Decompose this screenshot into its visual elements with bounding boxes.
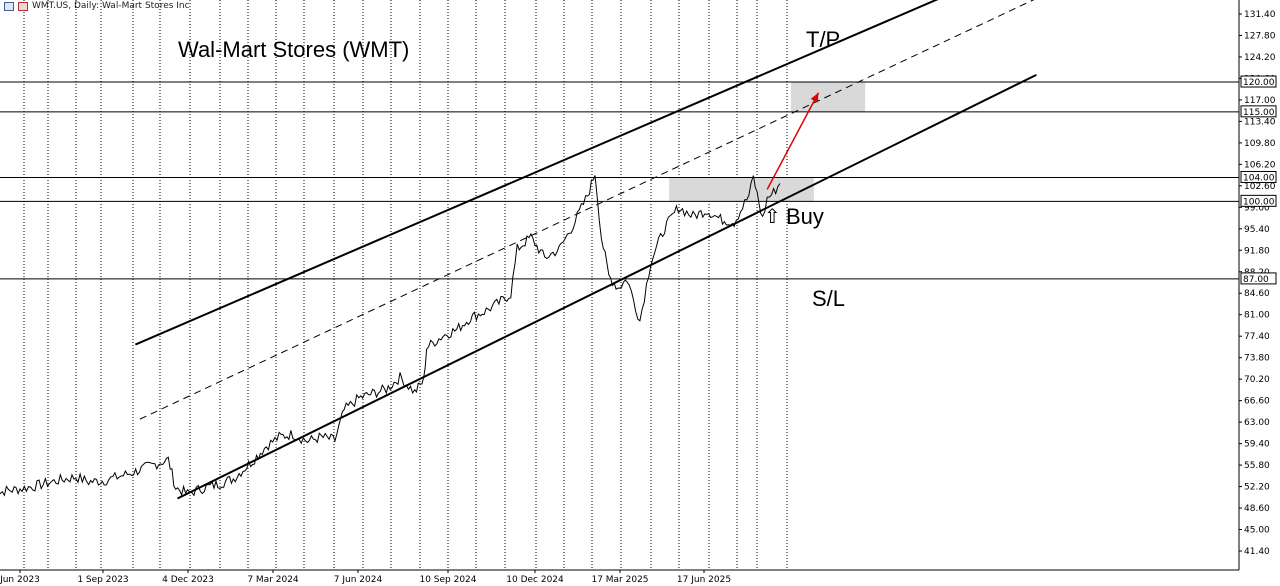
y-tick-label: 109.80 — [1244, 139, 1276, 149]
buy-label: Buy — [786, 204, 824, 229]
take-profit-label: T/P — [806, 27, 841, 52]
price-tag-label: 115.00 — [1243, 108, 1275, 118]
y-tick-label: 124.20 — [1244, 53, 1276, 63]
price-zone — [669, 177, 814, 202]
symbol-flag-icon — [18, 1, 28, 11]
buy-arrow-icon: ⇧ — [764, 204, 781, 228]
y-tick-label: 48.60 — [1244, 504, 1270, 514]
y-tick-label: 95.40 — [1244, 225, 1270, 235]
y-tick-label: 63.00 — [1244, 418, 1270, 428]
x-tick-label: 17 Jun 2025 — [677, 575, 731, 585]
y-tick-label: 102.60 — [1244, 182, 1276, 192]
chart-title: Wal-Mart Stores (WMT) — [178, 37, 410, 62]
stop-loss-label: S/L — [812, 286, 846, 311]
x-tick-label: 1 Sep 2023 — [77, 575, 128, 585]
symbol-label: WMT.US, Daily: Wal-Mart Stores Inc — [32, 1, 190, 11]
price-tag-label: 87.00 — [1243, 275, 1269, 285]
x-tick-label: 7 Jun 2024 — [334, 575, 383, 585]
y-tick-label: 59.40 — [1244, 440, 1270, 450]
y-tick-label: 81.00 — [1244, 311, 1270, 321]
price-tag — [1240, 105, 1277, 118]
y-tick-label: 117.00 — [1244, 96, 1276, 106]
price-tag — [1240, 272, 1277, 285]
y-tick-label: 131.40 — [1244, 10, 1276, 20]
price-tag — [1240, 170, 1277, 183]
x-tick-label: 7 Mar 2024 — [247, 575, 299, 585]
y-tick-label: 91.80 — [1244, 246, 1270, 256]
y-tick-label: 84.60 — [1244, 289, 1270, 299]
y-tick-label: 66.60 — [1244, 397, 1270, 407]
x-tick-label: 17 Mar 2025 — [591, 575, 648, 585]
channel-lower-line — [177, 73, 1037, 500]
price-zone — [790, 82, 866, 112]
chart-window-icon — [4, 1, 14, 11]
y-tick-label: 77.40 — [1244, 332, 1270, 342]
price-tag — [1240, 75, 1277, 88]
x-tick-label: 10 Dec 2024 — [506, 575, 564, 585]
y-tick-label: 73.80 — [1244, 354, 1270, 364]
x-tick-label: 4 Dec 2023 — [162, 575, 214, 585]
target-arrowhead — [810, 92, 819, 103]
y-tick-label: 41.40 — [1244, 547, 1270, 557]
channel-mid-line — [139, 0, 1035, 420]
price-tag-label: 100.00 — [1243, 197, 1275, 207]
target-arrow-line — [766, 92, 820, 190]
y-tick-label: 70.20 — [1244, 375, 1270, 385]
y-tick-label: 113.40 — [1244, 117, 1276, 127]
y-tick-label: 127.80 — [1244, 31, 1276, 41]
price-tag-label: 104.00 — [1243, 173, 1275, 183]
y-tick-label: 99.00 — [1244, 203, 1270, 213]
x-tick-label: Jun 2023 — [0, 575, 40, 585]
price-tag — [1240, 194, 1277, 207]
x-tick-label: 10 Sep 2024 — [419, 575, 476, 585]
y-tick-label: 45.00 — [1244, 526, 1270, 536]
y-tick-label: 52.20 — [1244, 483, 1270, 493]
chart-header: WMT.US, Daily: Wal-Mart Stores Inc — [4, 1, 190, 11]
y-tick-label: 55.80 — [1244, 461, 1270, 471]
y-tick-label: 106.20 — [1244, 160, 1276, 170]
price-tag-label: 120.00 — [1243, 78, 1275, 88]
price-series-line — [0, 175, 781, 497]
channel-upper-line — [134, 0, 939, 346]
